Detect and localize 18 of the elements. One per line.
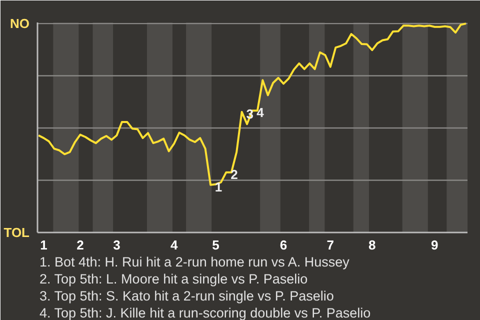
annotation: 2 — [230, 166, 238, 182]
x-tick-label: 3 — [113, 238, 120, 252]
text: TOL — [4, 225, 30, 240]
x-tick-label: 6 — [280, 238, 288, 252]
annotation: 1 — [214, 179, 222, 194]
text: NO — [10, 16, 30, 32]
x-tick-label: 1 — [40, 238, 48, 252]
x-tick-label: 4 — [170, 238, 178, 252]
x-tick-label: 8 — [368, 238, 376, 252]
x-tick-label: 9 — [431, 238, 438, 252]
x-tick-label: 5 — [212, 238, 220, 252]
annotation: 4 — [256, 105, 265, 120]
text: 2. Top 5th: L. Moore hit a single vs P. Paselio — [40, 272, 308, 286]
x-tick-label: 2 — [76, 238, 84, 252]
text: 1. Bot 4th: H. Rui hit a 2-run home run vs A. Hussey — [40, 254, 350, 270]
text: 4. Top 5th: J. Kille hit a run-scoring double vs P. Paselio — [40, 306, 371, 320]
text: 3. Top 5th: S. Kato hit a 2-run single vs P. Paselio — [40, 288, 334, 304]
x-tick-label: 7 — [326, 238, 334, 252]
